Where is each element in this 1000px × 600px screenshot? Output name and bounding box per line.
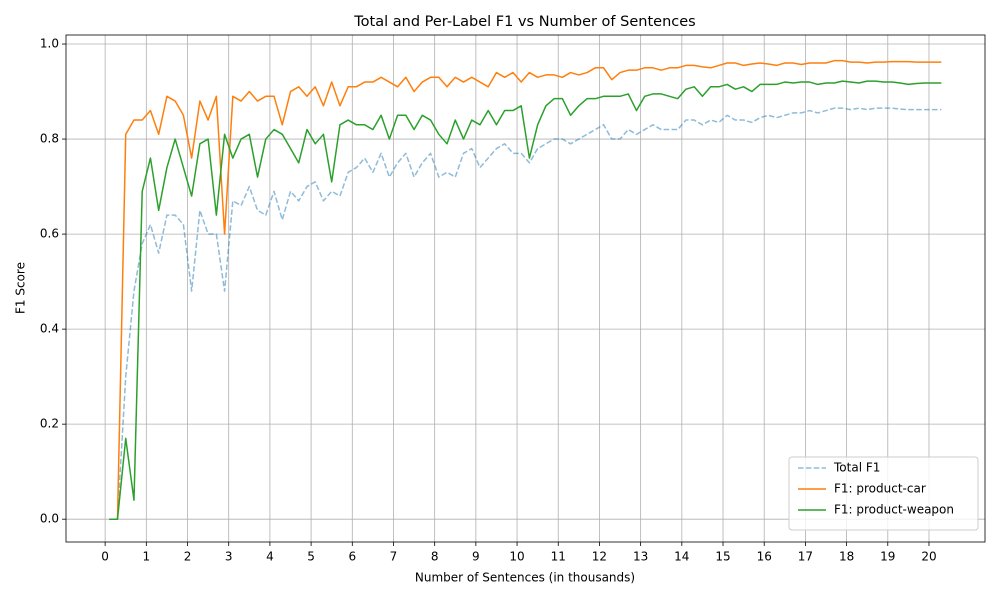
y-tick-label: 0.0: [40, 512, 59, 526]
x-tick-label: 15: [715, 550, 730, 564]
plot-frame: [65, 34, 986, 543]
x-tick-label: 18: [839, 550, 854, 564]
x-tick-label: 13: [633, 550, 648, 564]
x-tick-label: 14: [674, 550, 689, 564]
x-tick-label: 19: [880, 550, 895, 564]
x-tick-label: 7: [390, 550, 398, 564]
series-line: [109, 80, 942, 520]
x-tick-label: 1: [143, 550, 151, 564]
x-axis-label: Number of Sentences (in thousands): [415, 571, 635, 585]
x-tick-label: 8: [431, 550, 439, 564]
x-tick-label: 5: [307, 550, 315, 564]
legend: Total F1 F1: product-car F1: product-weapo…: [788, 456, 979, 531]
series-line: [109, 107, 942, 520]
x-tick-label: 6: [348, 550, 356, 564]
x-tick-label: 11: [551, 550, 566, 564]
x-tick-label: 0: [101, 550, 109, 564]
y-axis-label: F1 Score: [14, 262, 28, 314]
x-tick-label: 4: [266, 550, 274, 564]
legend-box: [788, 456, 979, 531]
y-tick-label: 0.8: [40, 132, 59, 146]
y-tick-label: 0.2: [40, 417, 59, 431]
legend-label: F1: product-weapon: [834, 503, 954, 517]
x-tick-label: 16: [757, 550, 772, 564]
y-tick-label: 0.4: [40, 322, 59, 336]
series-line: [109, 59, 942, 520]
chart-title: Total and Per-Label F1 vs Number of Sent…: [353, 14, 695, 30]
x-tick-label: 20: [921, 550, 936, 564]
x-tick-label: 17: [798, 550, 813, 564]
x-tick-label: 10: [509, 550, 524, 564]
legend-label: F1: product-car: [834, 482, 926, 496]
x-tick-label: 9: [472, 550, 480, 564]
x-tick-label: 3: [225, 550, 233, 564]
legend-label: Total F1: [833, 461, 880, 475]
x-tick-label: 2: [184, 550, 192, 564]
y-tick-label: 0.6: [40, 227, 59, 241]
x-tick-label: 12: [592, 550, 607, 564]
y-tick-label: 1.0: [40, 37, 59, 51]
